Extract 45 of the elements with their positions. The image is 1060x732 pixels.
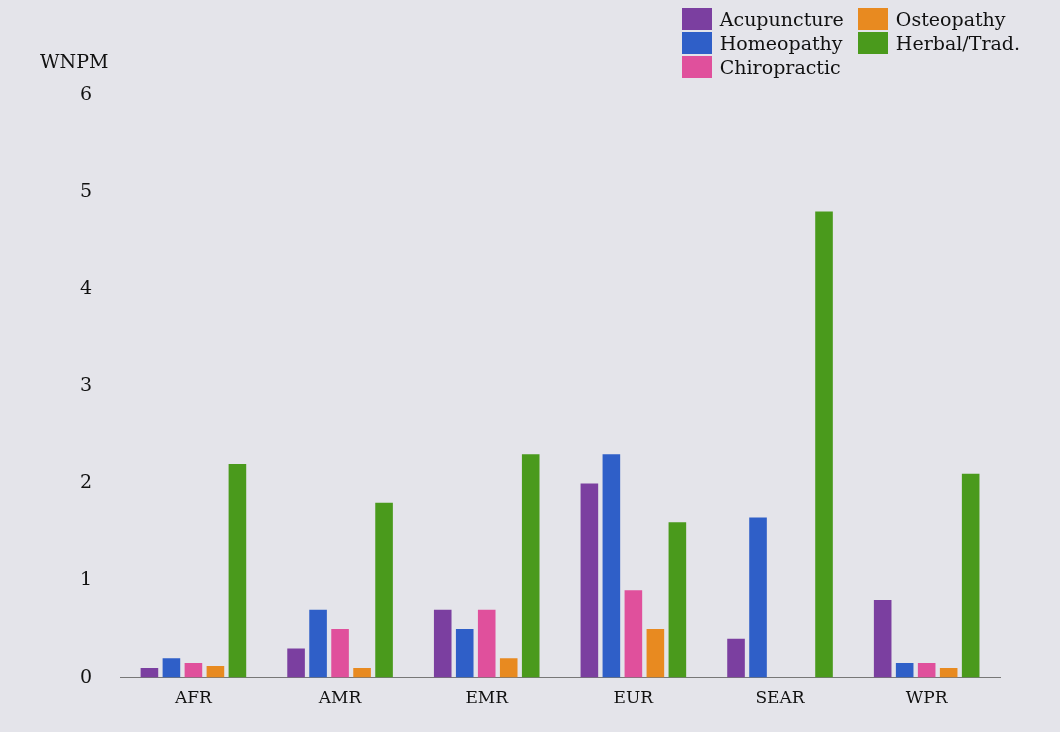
x-tick-label: AFR — [173, 687, 214, 708]
y-axis-title: WNPM — [40, 50, 109, 72]
x-tick-label: SEAR — [755, 687, 806, 708]
y-tick-label: 2 — [79, 470, 93, 493]
legend-label: Herbal/Trad. — [895, 32, 1020, 54]
x-tick-label: EMR — [465, 687, 510, 708]
bar — [521, 454, 540, 678]
x-tick-label: WPR — [905, 687, 949, 708]
bar — [815, 211, 833, 678]
bar — [331, 629, 349, 678]
bar — [184, 663, 203, 678]
legend-label: Chiropractic — [719, 56, 841, 78]
legend-label: Osteopathy — [895, 8, 1006, 30]
bar — [353, 667, 371, 678]
y-tick-label: 3 — [79, 373, 93, 396]
bar — [646, 629, 665, 678]
y-tick-label: 6 — [79, 81, 93, 104]
bar — [727, 638, 745, 678]
bar — [873, 599, 892, 678]
bar — [287, 648, 305, 678]
x-tick-label: AMR — [317, 687, 363, 708]
bar — [499, 658, 518, 678]
bar — [206, 665, 225, 678]
legend-label: Homeopathy — [719, 32, 843, 54]
bar — [455, 629, 474, 678]
x-tick-label: EUR — [613, 687, 655, 708]
legend-label: Acupuncture — [719, 8, 844, 30]
bar — [749, 517, 767, 678]
bar — [433, 609, 452, 678]
y-tick-label: 1 — [79, 567, 93, 590]
bar — [668, 522, 687, 678]
bar — [602, 454, 621, 678]
bar — [477, 609, 496, 678]
bar — [580, 483, 599, 678]
bar — [375, 502, 393, 678]
bar — [309, 609, 327, 678]
y-tick-label: 5 — [79, 179, 93, 202]
bar — [624, 590, 643, 678]
y-tick-label: 4 — [79, 276, 93, 299]
bar — [961, 473, 980, 678]
bar — [162, 658, 181, 678]
y-tick-label: 0 — [79, 664, 93, 687]
bar — [228, 463, 247, 678]
bar — [917, 663, 936, 678]
bar — [895, 663, 914, 678]
